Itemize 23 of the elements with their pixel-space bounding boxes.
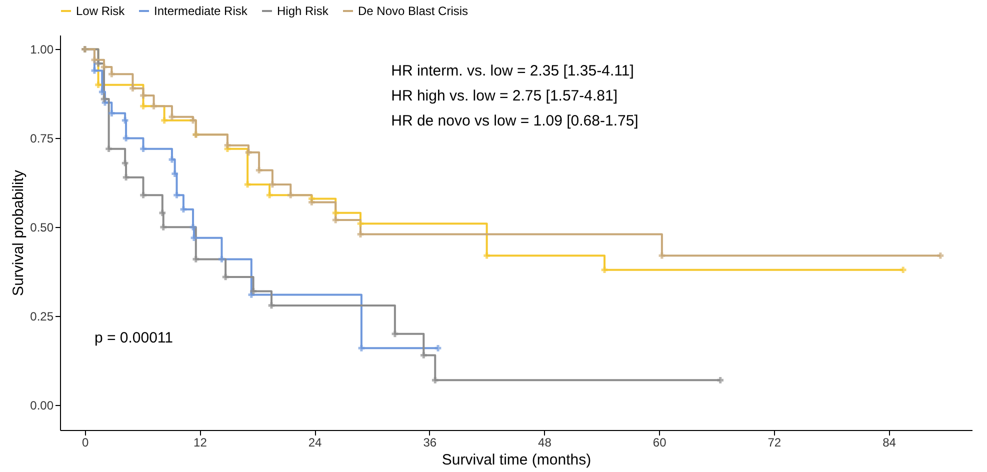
x-tick-label: 48 [538, 436, 552, 450]
y-tick-label: 0.75 [30, 132, 54, 146]
x-tick-label: 60 [652, 436, 667, 450]
legend-label: Low Risk [76, 4, 126, 18]
x-tick-label: 12 [194, 436, 208, 450]
annotation: p = 0.00011 [94, 329, 173, 346]
x-tick-label: 84 [882, 436, 896, 450]
y-tick-label: 0.00 [30, 398, 54, 413]
y-tick-label: 0.50 [30, 220, 54, 235]
x-tick-label: 24 [308, 436, 322, 450]
y-tick-label: 0.25 [30, 310, 54, 324]
legend-label: De Novo Blast Crisis [358, 4, 468, 18]
annotation: HR interm. vs. low = 2.35 [1.35-4.11] [391, 62, 634, 80]
x-axis-title: Survival time (months) [442, 452, 592, 468]
x-tick-label: 72 [768, 436, 782, 450]
x-tick-label: 0 [82, 436, 90, 450]
x-tick-label: 36 [423, 436, 437, 450]
legend-label: High Risk [277, 4, 330, 18]
y-axis-title: Survival probability [10, 170, 28, 296]
y-tick-label: 1.00 [30, 42, 54, 57]
annotation: HR high vs. low = 2.75 [1.57-4.81] [391, 87, 618, 104]
legend-label: Intermediate Risk [154, 4, 248, 18]
annotation: HR de novo vs low = 1.09 [0.68-1.75] [391, 112, 638, 130]
